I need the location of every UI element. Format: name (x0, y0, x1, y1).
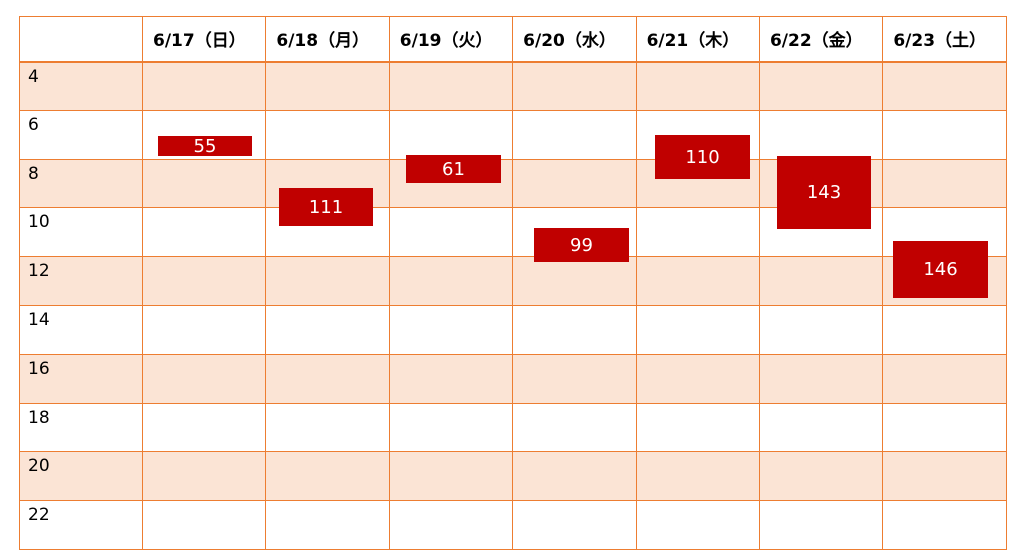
hour-label: 22 (19, 500, 143, 550)
event-block[interactable]: 55 (158, 136, 252, 157)
time-slot-cell[interactable] (758, 61, 884, 111)
time-slot-cell[interactable] (388, 353, 514, 404)
time-slot-cell[interactable] (635, 451, 760, 502)
time-slot-cell[interactable] (388, 304, 514, 355)
time-slot-cell[interactable] (265, 61, 390, 111)
hour-row: 4 (19, 61, 1007, 111)
time-slot-cell[interactable] (141, 207, 267, 258)
time-slot-cell[interactable] (635, 61, 760, 111)
time-slot-cell[interactable] (635, 207, 760, 258)
time-slot-cell[interactable] (882, 61, 1007, 111)
time-slot-cell[interactable] (512, 353, 637, 404)
hour-label: 10 (19, 207, 143, 258)
time-slot-cell[interactable] (758, 353, 884, 404)
hour-row: 22 (19, 500, 1007, 550)
time-slot-cell[interactable] (512, 109, 637, 160)
hour-label: 8 (19, 158, 143, 209)
hour-row: 16 (19, 353, 1007, 404)
day-header-cell[interactable]: 6/22（金） (758, 16, 884, 63)
time-slot-cell[interactable] (388, 61, 514, 111)
time-slot-cell[interactable] (141, 500, 267, 550)
time-slot-cell[interactable] (512, 402, 637, 453)
time-slot-cell[interactable] (388, 402, 514, 453)
event-block[interactable]: 111 (279, 188, 373, 226)
time-slot-cell[interactable] (882, 451, 1007, 502)
time-slot-cell[interactable] (512, 500, 637, 550)
time-slot-cell[interactable] (265, 304, 390, 355)
time-slot-cell[interactable] (512, 158, 637, 209)
hour-label: 16 (19, 353, 143, 404)
hour-label: 18 (19, 402, 143, 453)
time-slot-cell[interactable] (141, 353, 267, 404)
time-slot-cell[interactable] (265, 353, 390, 404)
time-slot-cell[interactable] (265, 402, 390, 453)
time-slot-cell[interactable] (758, 402, 884, 453)
hour-row: 20 (19, 451, 1007, 502)
time-slot-cell[interactable] (388, 207, 514, 258)
time-slot-cell[interactable] (635, 500, 760, 550)
event-block[interactable]: 110 (655, 135, 750, 179)
day-header-cell[interactable]: 6/17（日） (141, 16, 267, 63)
time-slot-cell[interactable] (882, 402, 1007, 453)
day-header-cell[interactable]: 6/23（土） (882, 16, 1007, 63)
time-slot-cell[interactable] (388, 109, 514, 160)
time-slot-cell[interactable] (635, 256, 760, 306)
hour-label: 4 (19, 61, 143, 111)
time-slot-cell[interactable] (141, 256, 267, 306)
time-slot-cell[interactable] (141, 402, 267, 453)
time-slot-cell[interactable] (882, 500, 1007, 550)
time-slot-cell[interactable] (512, 451, 637, 502)
time-slot-cell[interactable] (388, 451, 514, 502)
time-slot-cell[interactable] (882, 353, 1007, 404)
event-block[interactable]: 99 (534, 228, 629, 262)
day-header-cell[interactable]: 6/20（水） (512, 16, 637, 63)
hour-row: 18 (19, 402, 1007, 453)
time-slot-cell[interactable] (635, 304, 760, 355)
time-slot-cell[interactable] (635, 353, 760, 404)
time-slot-cell[interactable] (388, 256, 514, 306)
event-block[interactable]: 146 (893, 241, 988, 298)
time-slot-cell[interactable] (758, 500, 884, 550)
time-slot-cell[interactable] (512, 304, 637, 355)
time-slot-cell[interactable] (388, 500, 514, 550)
time-slot-cell[interactable] (141, 304, 267, 355)
time-slot-cell[interactable] (265, 256, 390, 306)
time-slot-cell[interactable] (512, 256, 637, 306)
time-slot-cell[interactable] (265, 109, 390, 160)
hour-label: 6 (19, 109, 143, 160)
time-slot-cell[interactable] (141, 61, 267, 111)
day-header-cell[interactable]: 6/19（火） (388, 16, 514, 63)
header-row: 6/17（日） 6/18（月） 6/19（火） 6/20（水） 6/21（木） … (19, 16, 1007, 63)
hour-row: 12 (19, 256, 1007, 306)
time-slot-cell[interactable] (265, 500, 390, 550)
time-slot-cell[interactable] (141, 451, 267, 502)
hour-label: 12 (19, 256, 143, 306)
time-slot-cell[interactable] (882, 304, 1007, 355)
time-slot-cell[interactable] (882, 109, 1007, 160)
time-slot-cell[interactable] (758, 304, 884, 355)
corner-header-cell (19, 16, 143, 63)
time-slot-cell[interactable] (512, 61, 637, 111)
event-block[interactable]: 61 (406, 155, 501, 183)
hour-label: 14 (19, 304, 143, 355)
day-header-cell[interactable]: 6/21（木） (635, 16, 760, 63)
time-slot-cell[interactable] (882, 158, 1007, 209)
time-slot-cell[interactable] (758, 256, 884, 306)
weekly-schedule-table: 6/17（日） 6/18（月） 6/19（火） 6/20（水） 6/21（木） … (19, 16, 1007, 550)
time-slot-cell[interactable] (635, 402, 760, 453)
day-header-cell[interactable]: 6/18（月） (265, 16, 390, 63)
time-slot-cell[interactable] (265, 451, 390, 502)
hour-label: 20 (19, 451, 143, 502)
event-block[interactable]: 143 (777, 156, 871, 229)
time-slot-cell[interactable] (758, 451, 884, 502)
time-slot-cell[interactable] (758, 109, 884, 160)
time-slot-cell[interactable] (141, 158, 267, 209)
hour-row: 14 (19, 304, 1007, 355)
